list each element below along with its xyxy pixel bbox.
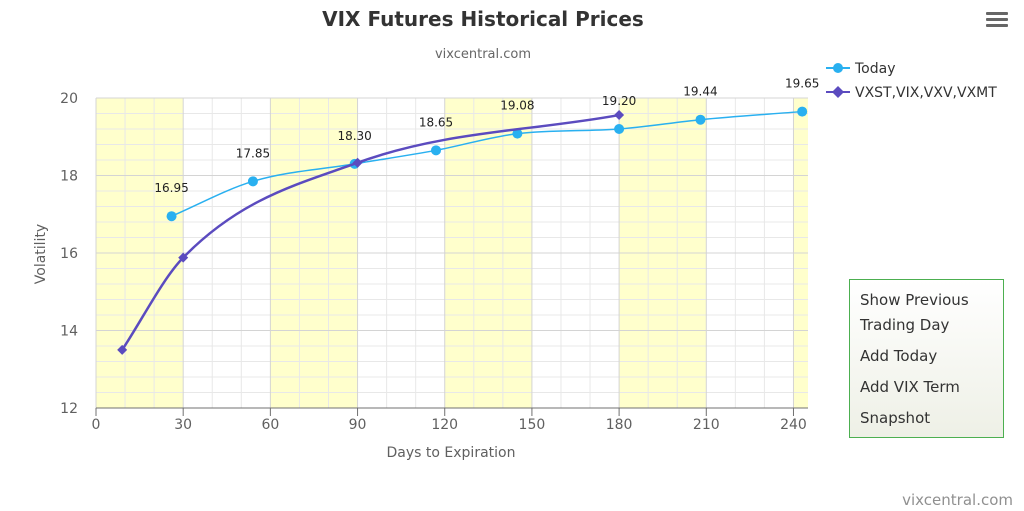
x-tick-label: 0 xyxy=(92,417,101,433)
chart-subtitle: vixcentral.com xyxy=(435,47,531,62)
legend-marker-term xyxy=(832,86,844,98)
legend: Today VXST,VIX,VXV,VXMT xyxy=(826,61,997,101)
data-point-term[interactable] xyxy=(614,110,625,121)
data-point-term[interactable] xyxy=(178,252,189,263)
legend-label-today: Today xyxy=(854,61,896,77)
data-label-today: 18.30 xyxy=(337,129,371,143)
legend-marker-today xyxy=(833,63,843,73)
data-label-today: 16.95 xyxy=(154,181,188,195)
series-layer xyxy=(117,106,808,355)
x-tick-label: 60 xyxy=(261,417,279,433)
add-today-button[interactable]: Add Today xyxy=(860,347,938,365)
data-point-today[interactable] xyxy=(431,145,442,156)
grid-lines xyxy=(95,97,808,409)
y-tick-label: 18 xyxy=(60,169,78,185)
legend-item-term[interactable]: VXST,VIX,VXV,VXMT xyxy=(826,85,997,101)
data-point-term[interactable] xyxy=(352,157,363,168)
x-tick-label: 90 xyxy=(349,417,367,433)
show-previous-trading-day-button[interactable]: Show Previous Trading Day xyxy=(860,291,969,334)
x-tick-label: 180 xyxy=(606,417,633,433)
action-menu: Show Previous Trading Day Add Today Add … xyxy=(849,279,1004,438)
chart-title: VIX Futures Historical Prices xyxy=(322,7,644,31)
x-tick-label: 30 xyxy=(174,417,192,433)
x-tick-label: 150 xyxy=(519,417,546,433)
x-tick-label: 210 xyxy=(693,417,720,433)
data-label-today: 19.65 xyxy=(785,77,819,91)
snapshot-button[interactable]: Snapshot xyxy=(860,409,931,427)
hamburger-menu-icon[interactable] xyxy=(984,10,1010,32)
legend-label-term: VXST,VIX,VXV,VXMT xyxy=(855,85,997,101)
data-point-term[interactable] xyxy=(117,344,128,355)
data-label-today: 18.65 xyxy=(419,115,453,129)
data-point-today[interactable] xyxy=(695,114,706,125)
y-tick-label: 20 xyxy=(60,91,78,107)
data-point-today[interactable] xyxy=(797,106,808,117)
data-point-today[interactable] xyxy=(247,176,258,187)
x-axis-title: Days to Expiration xyxy=(387,445,516,461)
data-point-today[interactable] xyxy=(614,124,625,134)
data-label-today: 19.44 xyxy=(683,85,717,99)
y-axis-title: Volatility xyxy=(33,224,49,284)
data-labels: 16.95 17.85 18.30 18.65 19.08 19.20 19.44 19.65 xyxy=(154,77,819,196)
data-label-today: 19.20 xyxy=(602,94,636,108)
credit-text[interactable]: vixcentral.com xyxy=(902,491,1013,509)
data-point-today[interactable] xyxy=(512,128,523,139)
data-label-today: 19.08 xyxy=(500,99,534,113)
add-vix-term-button[interactable]: Add VIX Term xyxy=(860,378,960,396)
x-tick-label: 240 xyxy=(780,417,807,433)
axes: 0 30 60 90 120 150 180 210 240 12 14 16 18 20 xyxy=(60,91,808,433)
y-tick-label: 12 xyxy=(60,401,78,417)
data-label-today: 17.85 xyxy=(236,146,270,160)
series-line-term xyxy=(121,113,620,351)
data-point-today[interactable] xyxy=(166,211,177,222)
legend-item-today[interactable]: Today xyxy=(826,61,896,77)
y-tick-label: 14 xyxy=(60,324,78,340)
y-tick-label: 16 xyxy=(60,246,78,262)
x-tick-label: 120 xyxy=(431,417,458,433)
